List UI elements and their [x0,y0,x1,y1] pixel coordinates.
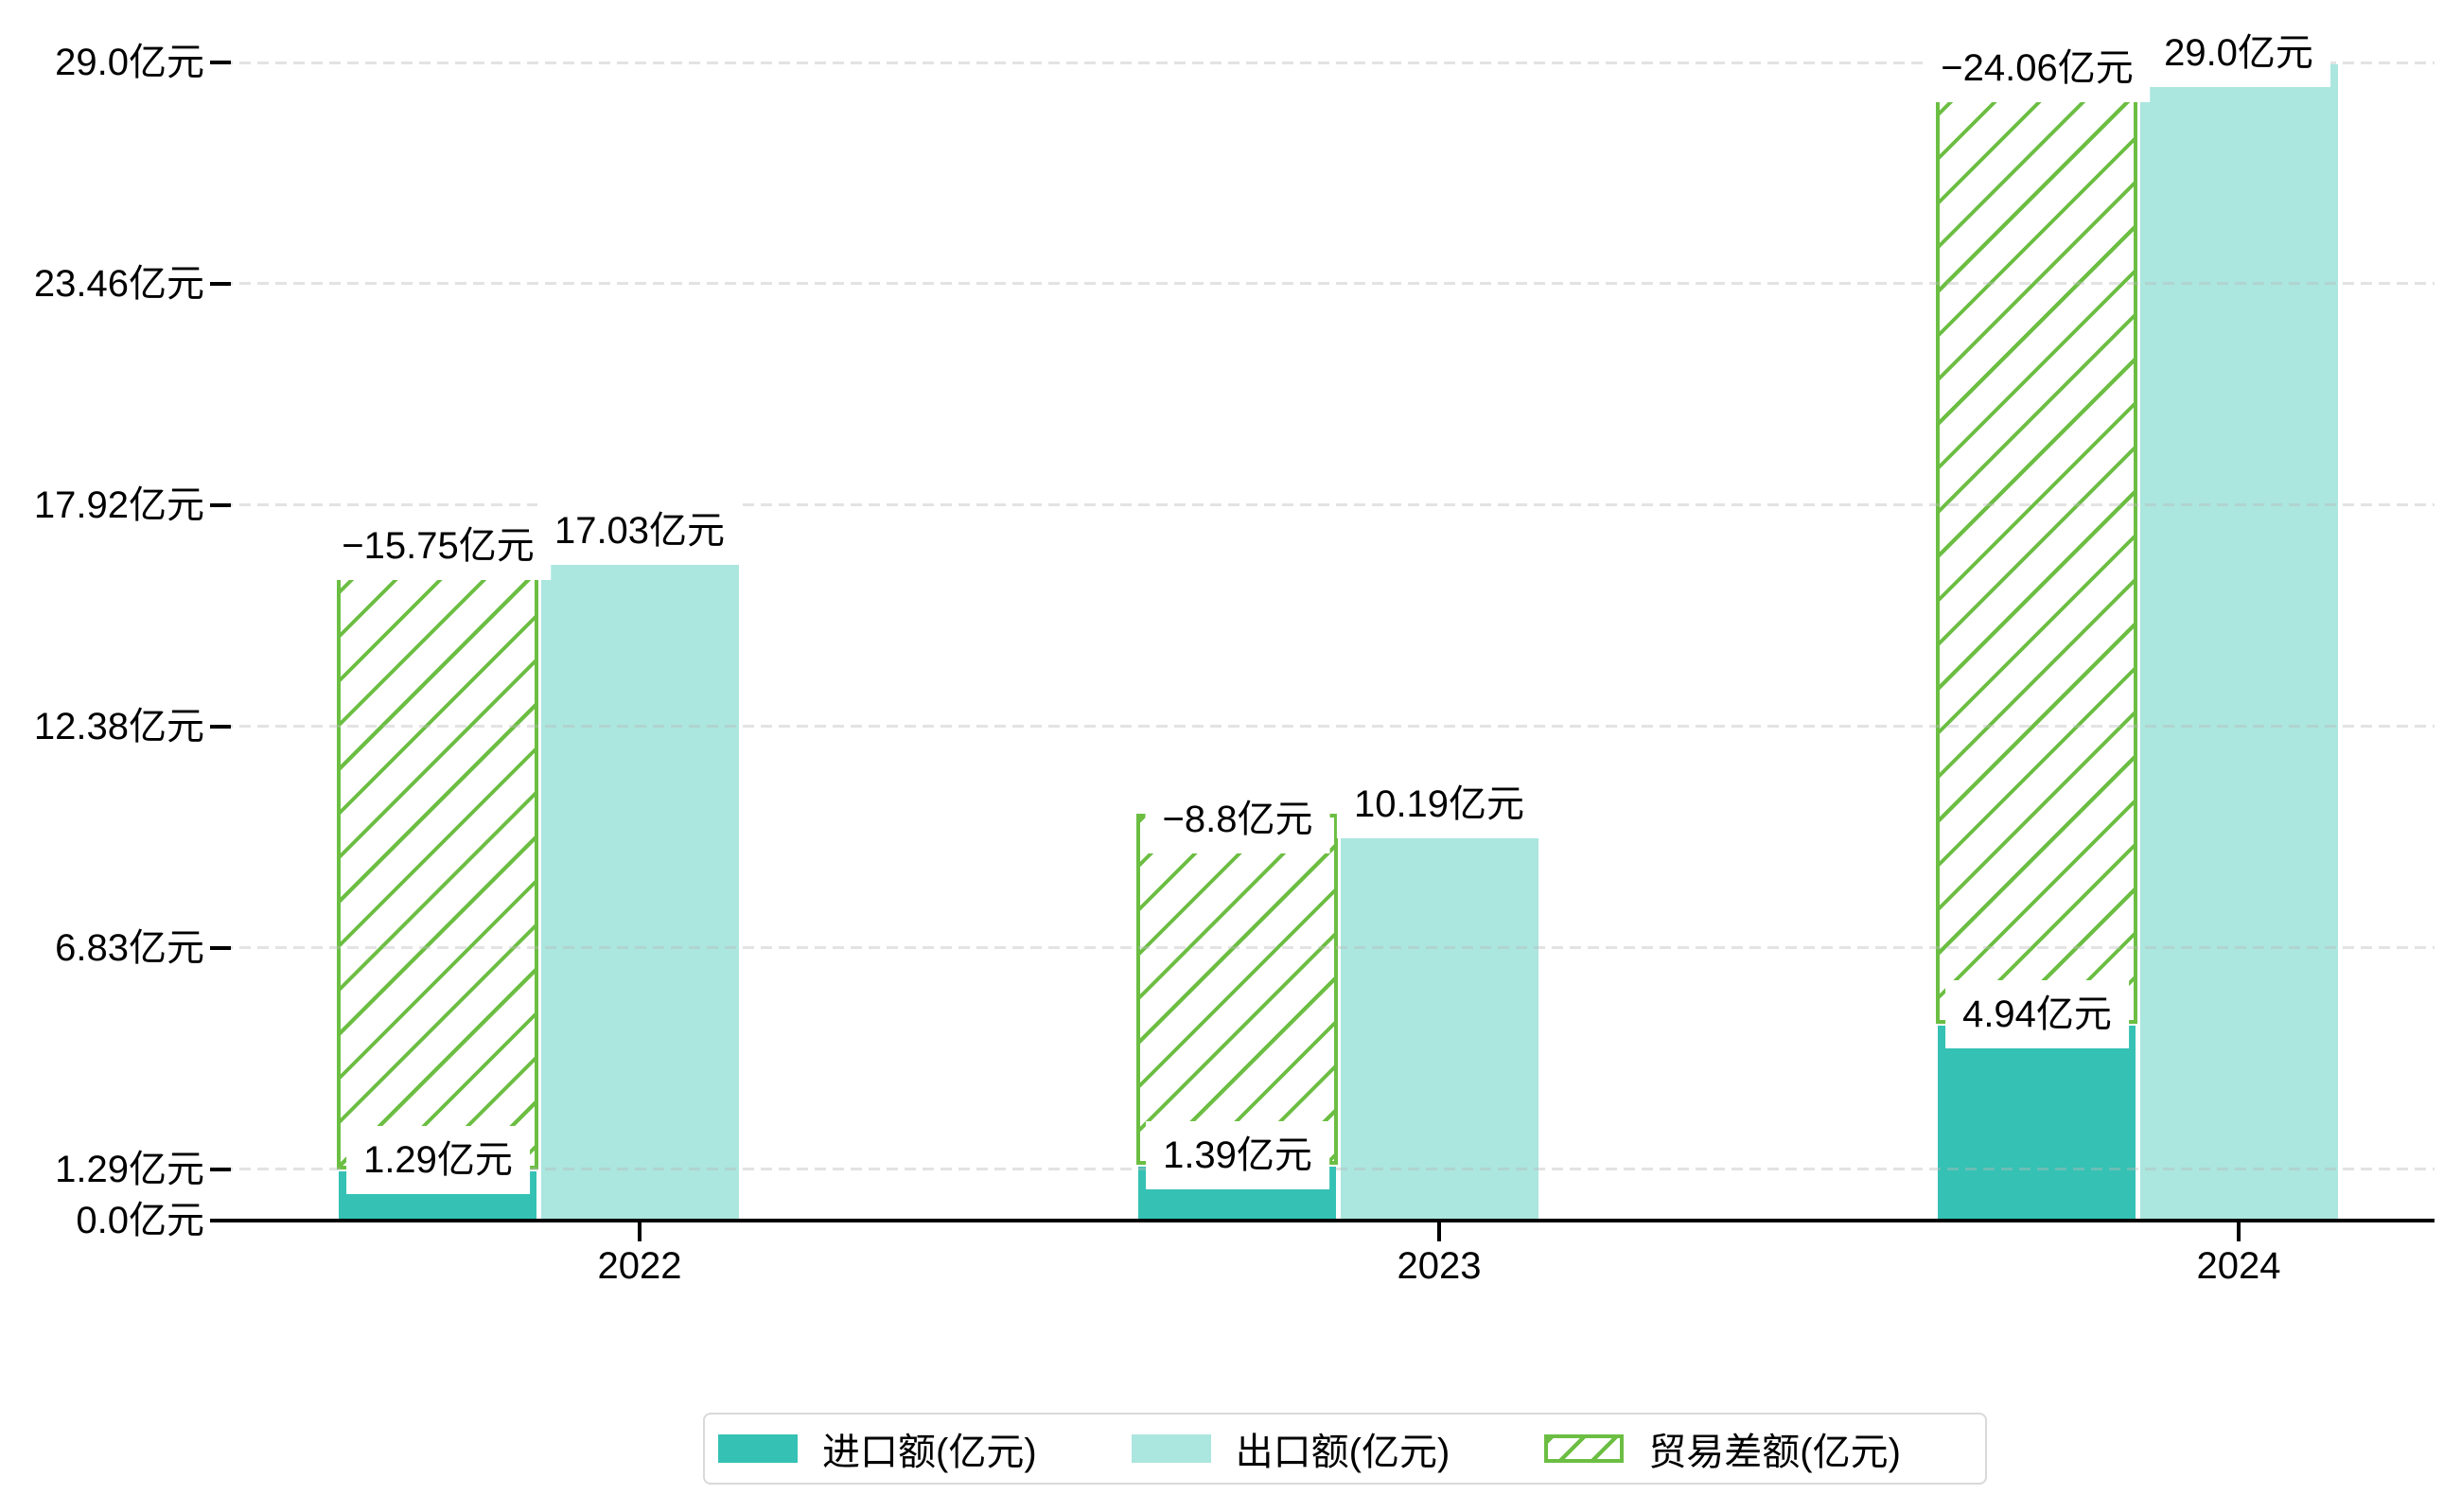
legend-label-balance: 贸易差额(亿元) [1648,1432,1901,1473]
x-axis-line [221,1219,2435,1222]
x-axis-tick [1437,1222,1441,1241]
bar-export-2024 [2138,62,2340,1221]
x-axis-tick [638,1222,642,1241]
x-tick-label-2024: 2024 [2196,1245,2281,1287]
bar-label-balance-2024: −24.06亿元 [1924,34,2151,103]
legend-item-balance: 贸易差额(亿元) [1544,1421,1901,1476]
x-tick-label-2022: 2022 [597,1245,682,1287]
y-tick-label-5: 23.46亿元 [33,262,204,305]
gridline [221,503,2435,507]
y-axis-tick [210,1167,231,1171]
y-axis-tick [210,1219,231,1222]
gridline [221,61,2435,64]
bar-label-import-2023: 1.39亿元 [1146,1121,1329,1190]
legend-item-export: 出口额(亿元) [1131,1421,1450,1476]
bar-export-2023 [1339,813,1540,1221]
legend-item-import: 进口额(亿元) [718,1421,1037,1476]
legend-label-export: 出口额(亿元) [1235,1432,1450,1473]
bar-label-export-2023: 10.19亿元 [1336,769,1542,838]
gridline [221,946,2435,950]
y-axis-tick [210,281,231,286]
legend-swatch-balance-hatch-icon [1544,1434,1625,1463]
y-tick-label-6: 29.0亿元 [55,42,204,84]
legend-swatch-export-icon [1131,1434,1211,1463]
y-axis-tick [210,724,231,729]
bar-label-import-2022: 1.29亿元 [346,1125,530,1194]
y-axis-tick [210,61,231,65]
legend-label-import: 进口额(亿元) [822,1432,1037,1473]
bar-label-import-2024: 4.94亿元 [1945,979,2129,1048]
bar-import-2024 [1936,1023,2137,1221]
bar-label-balance-2023: −8.8亿元 [1145,784,1330,853]
y-tick-label-2: 6.83亿元 [55,926,204,969]
legend-swatch-import-icon [718,1434,798,1463]
bar-label-export-2024: 29.0亿元 [2147,19,2330,88]
y-tick-label-0: 0.0亿元 [76,1200,204,1241]
bar-export-2022 [539,540,741,1221]
y-axis-tick [210,502,231,507]
bar-trade-balance-2022 [337,540,538,1169]
x-axis-tick [2237,1222,2241,1241]
legend: 进口额(亿元) 出口额(亿元) 贸易差额(亿元) [703,1413,1987,1485]
y-tick-label-1: 1.29亿元 [55,1148,204,1190]
bar-trade-balance-2023 [1136,813,1338,1166]
x-tick-label-2023: 2023 [1397,1245,1482,1287]
gridline [221,725,2435,729]
y-axis-tick [210,945,231,950]
y-tick-label-3: 12.38亿元 [33,705,204,747]
bar-label-export-2022: 17.03亿元 [536,497,743,566]
bar-label-balance-2022: −15.75亿元 [325,512,552,581]
bar-trade-balance-2024 [1936,62,2137,1024]
gridline [221,282,2435,286]
y-tick-label-4: 17.92亿元 [33,483,204,526]
